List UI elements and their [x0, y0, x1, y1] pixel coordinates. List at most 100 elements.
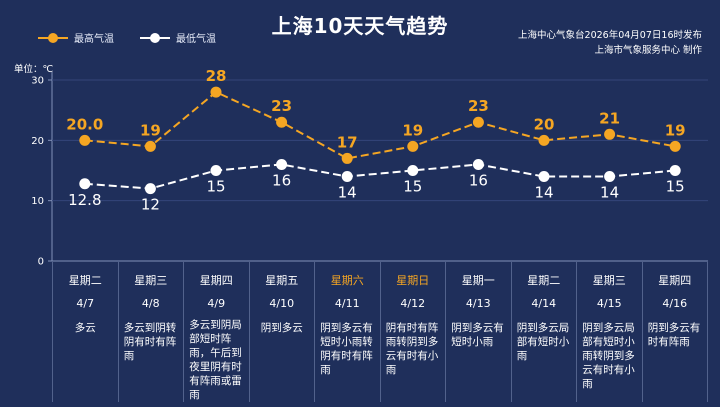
forecast-day: 星期三 4/8 多云到阴转阴有时有阵雨	[119, 262, 184, 402]
day-weekday: 星期四	[658, 274, 692, 287]
forecast-day: 星期一 4/13 阴到多云有短时小雨	[446, 262, 512, 402]
low-temp-label: 16	[272, 171, 291, 189]
low-temp-point	[538, 171, 550, 183]
forecast-columns: 星期二 4/7 多云 星期三 4/8 多云到阴转阴有时有阵雨 星期四 4/9 多云到阴局部短时阵…	[52, 262, 708, 402]
low-temp-label: 14	[600, 184, 619, 202]
forecast-day: 星期二 4/14 阴到多云局部有短时小雨	[512, 262, 577, 402]
day-weather: 阴到多云有短时小雨转阴有时有阵雨	[320, 322, 373, 376]
y-tick-label: 20	[31, 136, 44, 147]
day-weather: 阴到多云局部有短时小雨转阴到多云有时有小雨	[582, 322, 635, 390]
temperature-chart: 0 10 20 30 20.0 19 28 23 17 19 23 20 21 19 12.8 12 15 16 1…	[31, 67, 708, 268]
day-weather: 阴到多云有短时小雨	[451, 322, 504, 348]
high-temp-point	[144, 140, 156, 152]
legend-low-label: 最低气温	[176, 34, 216, 45]
day-date: 4/13	[465, 297, 491, 310]
low-temp-label: 12	[141, 196, 160, 214]
high-temp-label: 23	[271, 97, 292, 115]
legend-high-label: 最高气温	[74, 34, 114, 45]
high-temp-point	[604, 128, 616, 140]
day-date: 4/8	[141, 297, 160, 310]
day-weather: 阴到多云局部有短时小雨	[516, 322, 570, 362]
high-temp-label: 20	[534, 115, 555, 133]
day-weekday: 星期二	[527, 274, 561, 287]
low-temp-point	[604, 171, 616, 183]
day-weekday: 星期一	[461, 274, 495, 287]
high-temp-point	[210, 86, 222, 98]
publisher-line-1: 上海中心气象台2026年04月07日16时发布	[518, 30, 702, 41]
high-temp-label: 19	[140, 121, 161, 139]
forecast-day: 星期六 4/11 阴到多云有短时小雨转阴有时有阵雨	[315, 262, 381, 402]
low-temp-point	[144, 183, 156, 195]
page-title: 上海10天天气趋势	[271, 14, 449, 38]
day-weekday: 星期三	[592, 274, 626, 287]
day-weekday: 星期五	[265, 274, 299, 287]
low-temp-line	[84, 163, 676, 190]
low-temp-point	[407, 165, 419, 176]
unit-label: 单位：℃	[14, 64, 54, 75]
legend-high-marker	[38, 32, 68, 43]
high-temp-label: 17	[337, 133, 358, 151]
low-temp-label: 15	[666, 178, 685, 196]
day-date: 4/14	[531, 297, 557, 310]
low-temp-label: 16	[469, 171, 488, 189]
low-temp-label: 14	[534, 184, 553, 202]
forecast-day: 星期二 4/7 多云	[52, 262, 119, 402]
high-temp-point	[669, 140, 681, 152]
low-temp-label: 14	[338, 184, 357, 202]
low-temp-point	[210, 165, 222, 176]
chart-legend: 最高气温 最低气温	[38, 30, 216, 45]
high-temp-point	[472, 116, 484, 128]
day-weather: 多云到阴转阴有时有阵雨	[123, 322, 177, 362]
high-temp-point	[538, 134, 550, 146]
day-weather: 多云	[74, 322, 96, 334]
high-temp-label: 23	[468, 97, 489, 115]
high-temp-point	[276, 116, 288, 128]
low-temp-point	[472, 158, 484, 170]
day-weather: 阴有时有阵雨转阴到多云有时有小雨	[385, 322, 439, 376]
forecast-day: 星期三 4/15 阴到多云局部有短时小雨转阴到多云有时有小雨	[577, 262, 643, 402]
day-date: 4/9	[207, 297, 226, 310]
high-temp-label: 19	[402, 121, 423, 139]
legend-low: 最低气温	[140, 30, 216, 45]
day-date: 4/12	[400, 297, 426, 310]
low-temp-point	[276, 158, 288, 170]
day-weekday: 星期四	[199, 274, 233, 287]
high-temp-label: 20.0	[66, 115, 103, 133]
publisher-line-2: 上海市气象服务中心 制作	[594, 45, 702, 56]
high-temp-line	[84, 90, 676, 160]
day-weather: 多云到阴局部短时阵雨，午后到夜里阴有时有阵雨或雷雨	[189, 319, 242, 401]
forecast-day: 星期四 4/9 多云到阴局部短时阵雨，午后到夜里阴有时有阵雨或雷雨	[184, 262, 250, 402]
low-temp-label: 12.8	[68, 191, 101, 209]
day-weekday: 星期二	[68, 274, 102, 287]
low-temp-point	[341, 171, 353, 183]
y-tick-label: 30	[31, 76, 44, 87]
day-weather: 阴到多云	[260, 322, 303, 334]
day-weekday: 星期三	[134, 274, 168, 287]
y-tick-label: 10	[31, 196, 44, 207]
publisher-info: 上海中心气象台2026年04月07日16时发布 上海市气象服务中心 制作	[518, 28, 702, 58]
y-tick-label: 0	[38, 257, 44, 268]
day-weekday: 星期六	[330, 274, 364, 287]
low-temp-label: 15	[403, 178, 422, 196]
high-temp-point	[407, 140, 419, 152]
day-weekday: 星期日	[396, 274, 430, 287]
day-date: 4/10	[269, 297, 295, 310]
forecast-day: 星期四 4/16 阴到多云有时有阵雨	[643, 262, 708, 402]
low-temp-point	[79, 178, 91, 190]
day-date: 4/15	[596, 297, 622, 310]
legend-low-marker	[140, 32, 170, 43]
high-temp-label: 21	[599, 109, 620, 127]
day-weather: 阴到多云有时有阵雨	[647, 322, 701, 348]
high-temp-label: 28	[206, 67, 227, 85]
low-temp-point	[669, 165, 681, 176]
day-date: 4/11	[334, 297, 360, 310]
legend-high: 最高气温	[38, 30, 114, 45]
forecast-day: 星期五 4/10 阴到多云	[250, 262, 315, 402]
high-temp-point	[341, 152, 353, 164]
forecast-day: 星期日 4/12 阴有时有阵雨转阴到多云有时有小雨	[381, 262, 446, 402]
day-date: 4/7	[76, 297, 95, 310]
low-temp-label: 15	[206, 178, 225, 196]
day-date: 4/16	[662, 297, 688, 310]
high-temp-label: 19	[665, 121, 686, 139]
high-temp-point	[79, 134, 91, 146]
